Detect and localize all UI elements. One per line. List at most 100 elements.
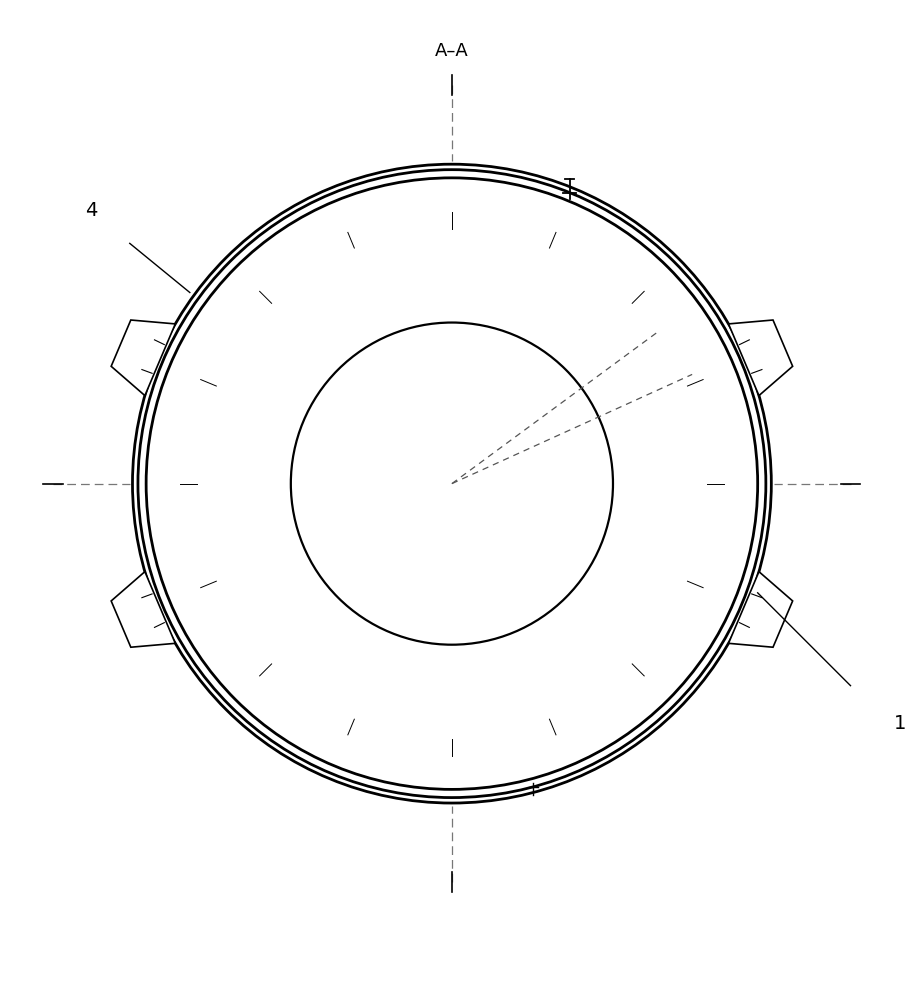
Polygon shape (650, 615, 705, 681)
Polygon shape (255, 230, 321, 286)
Circle shape (316, 379, 321, 384)
Circle shape (286, 445, 291, 450)
Circle shape (308, 571, 313, 576)
Polygon shape (610, 641, 665, 697)
Polygon shape (729, 572, 793, 647)
Circle shape (572, 594, 578, 600)
Circle shape (282, 474, 288, 479)
Polygon shape (255, 681, 321, 737)
Polygon shape (111, 320, 176, 396)
Text: A–A: A–A (435, 42, 469, 60)
Polygon shape (521, 706, 585, 745)
Circle shape (527, 630, 532, 635)
Circle shape (413, 645, 419, 650)
Polygon shape (697, 535, 736, 606)
Polygon shape (111, 572, 176, 647)
Circle shape (138, 170, 766, 798)
Circle shape (615, 459, 621, 464)
Circle shape (617, 488, 622, 494)
Polygon shape (729, 320, 793, 396)
Polygon shape (720, 448, 742, 519)
Circle shape (289, 531, 295, 537)
Polygon shape (674, 351, 713, 414)
Circle shape (428, 315, 433, 320)
Circle shape (485, 317, 490, 323)
Polygon shape (190, 351, 229, 414)
Circle shape (612, 517, 618, 523)
Circle shape (372, 630, 378, 635)
Circle shape (399, 321, 404, 326)
Polygon shape (420, 212, 484, 230)
Circle shape (551, 348, 557, 353)
Polygon shape (610, 270, 665, 326)
Circle shape (133, 164, 772, 803)
Polygon shape (167, 535, 207, 606)
Circle shape (612, 445, 618, 450)
Polygon shape (329, 200, 400, 239)
Circle shape (347, 348, 352, 353)
Circle shape (485, 645, 490, 650)
Circle shape (282, 488, 288, 494)
Text: 4: 4 (86, 201, 97, 220)
Polygon shape (650, 286, 705, 353)
Circle shape (582, 379, 588, 384)
Circle shape (283, 503, 288, 508)
Circle shape (385, 326, 390, 331)
Circle shape (609, 531, 614, 537)
Circle shape (283, 459, 288, 464)
Circle shape (572, 368, 578, 373)
Circle shape (609, 430, 614, 436)
Circle shape (442, 313, 448, 319)
Circle shape (288, 320, 616, 647)
Circle shape (513, 636, 519, 641)
Polygon shape (417, 752, 487, 773)
Polygon shape (417, 194, 487, 215)
Circle shape (615, 503, 621, 508)
Polygon shape (521, 222, 585, 261)
Circle shape (359, 622, 365, 628)
Circle shape (562, 604, 568, 610)
Polygon shape (190, 553, 229, 616)
Circle shape (316, 583, 321, 588)
Circle shape (527, 332, 532, 338)
Polygon shape (583, 681, 650, 737)
Polygon shape (329, 729, 400, 768)
Polygon shape (583, 230, 650, 286)
Circle shape (471, 315, 477, 320)
Circle shape (308, 391, 313, 396)
Polygon shape (705, 452, 723, 516)
Circle shape (428, 647, 433, 653)
Polygon shape (180, 452, 198, 516)
Circle shape (336, 604, 341, 610)
Circle shape (326, 368, 331, 373)
Circle shape (209, 241, 695, 727)
Circle shape (286, 517, 291, 523)
Circle shape (500, 641, 505, 646)
Circle shape (300, 558, 306, 564)
Circle shape (598, 403, 603, 409)
Polygon shape (697, 361, 736, 432)
Polygon shape (167, 361, 207, 432)
Circle shape (457, 648, 462, 654)
Circle shape (385, 636, 390, 641)
Circle shape (604, 545, 610, 550)
Circle shape (359, 340, 365, 345)
Circle shape (289, 430, 295, 436)
Circle shape (471, 647, 477, 653)
Circle shape (551, 614, 557, 619)
Circle shape (372, 332, 378, 338)
Circle shape (540, 622, 545, 628)
Polygon shape (420, 737, 484, 756)
Circle shape (347, 614, 352, 619)
Circle shape (294, 545, 299, 550)
Circle shape (442, 648, 448, 654)
Circle shape (598, 558, 603, 564)
Circle shape (562, 357, 568, 363)
Polygon shape (198, 286, 254, 353)
Circle shape (457, 313, 462, 319)
Circle shape (413, 317, 419, 323)
Circle shape (336, 357, 341, 363)
Circle shape (604, 417, 610, 422)
Polygon shape (198, 615, 254, 681)
Polygon shape (319, 706, 383, 745)
